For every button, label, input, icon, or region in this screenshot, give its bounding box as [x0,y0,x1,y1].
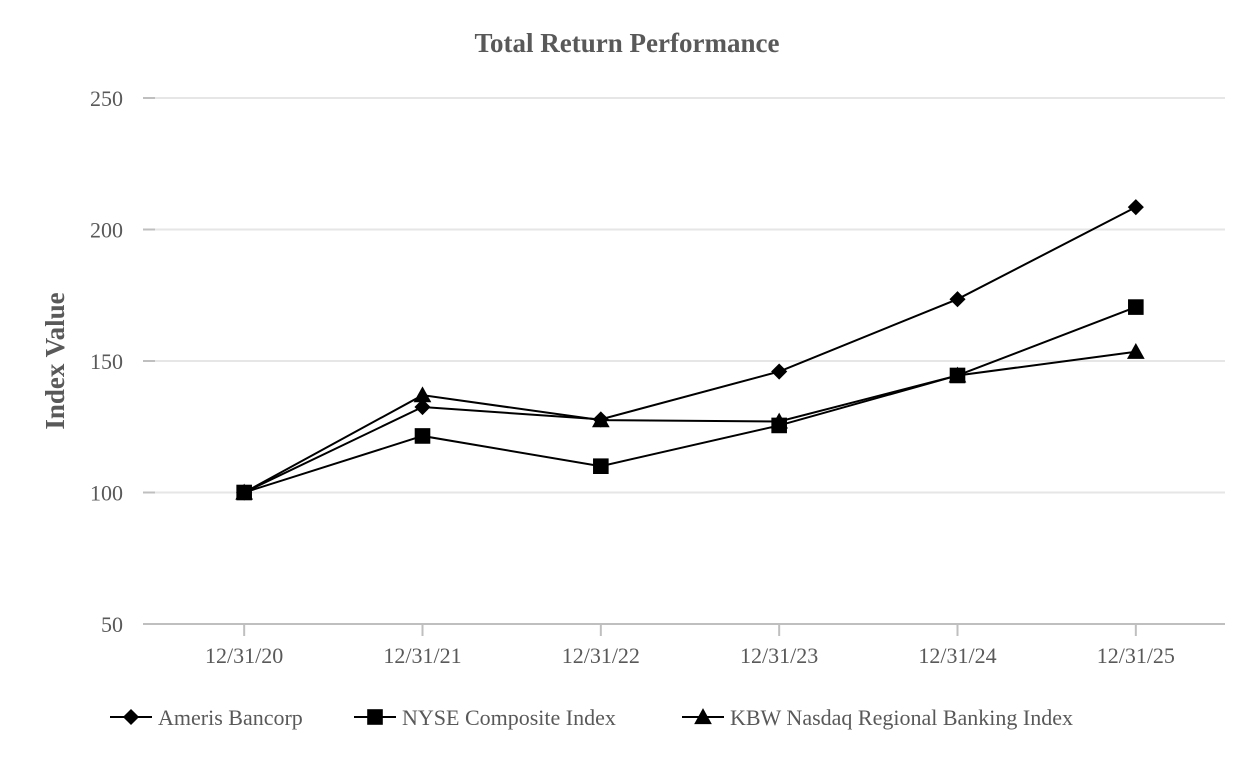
data-point-triangle [1126,342,1145,359]
y-tick-label: 50 [101,612,123,637]
data-point-diamond [771,363,788,380]
x-axis: 12/31/20 12/31/21 12/31/22 12/31/23 12/31/24… [205,624,1175,668]
x-tick-label: 12/31/24 [918,643,996,668]
series-line [243,350,1136,494]
legend-label: KBW Nasdaq Regional Banking Index [730,705,1073,730]
data-point-diamond [1127,199,1144,216]
data-point-triangle [948,366,967,383]
legend: Ameris Bancorp NYSE Composite Index KBW Na… [110,705,1073,730]
legend-marker-triangle [694,708,712,725]
legend-marker-diamond [122,708,140,726]
legend-label: NYSE Composite Index [402,705,616,730]
data-point-triangle [235,483,254,500]
gridlines [155,97,1225,625]
data-point-square [1128,299,1144,315]
y-tick-label: 100 [90,481,123,506]
data-point-diamond [949,291,966,308]
y-tick-label: 250 [90,86,123,111]
series-line [243,306,1137,494]
series-line [243,206,1137,494]
y-axis-label: Index Value [40,292,70,429]
y-axis-ticks: 50 100 150 200 250 [90,86,155,637]
legend-label: Ameris Bancorp [158,705,303,730]
x-tick-label: 12/31/21 [383,643,461,668]
x-tick-label: 12/31/20 [205,643,283,668]
data-point-triangle [770,412,789,429]
series-nyse-composite-index [236,299,1144,501]
x-tick-label: 12/31/23 [740,643,818,668]
series-kbw-nasdaq-regional-banking-index [235,342,1145,500]
data-point-triangle [413,386,432,403]
y-tick-label: 150 [90,349,123,374]
y-tick-label: 200 [90,218,123,243]
data-point-square [414,428,431,444]
series-ameris-bancorp [236,199,1144,501]
series-group [235,199,1145,501]
legend-marker-square [367,709,383,725]
x-tick-label: 12/31/25 [1097,643,1175,668]
data-point-diamond [414,398,431,416]
legend-item: Ameris Bancorp [110,705,303,730]
data-point-square [593,458,609,474]
legend-item: NYSE Composite Index [354,705,616,730]
data-point-triangle [591,411,610,428]
chart-title: Total Return Performance [475,28,780,58]
x-tick-label: 12/31/22 [562,643,640,668]
legend-item: KBW Nasdaq Regional Banking Index [682,705,1073,730]
